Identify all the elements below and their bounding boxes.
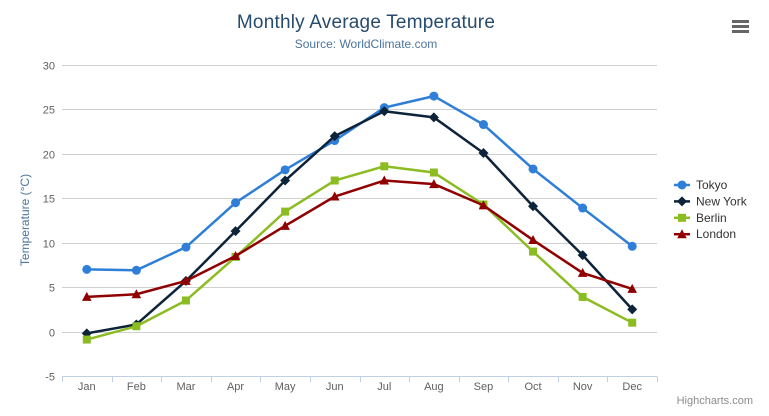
- data-point-marker[interactable]: [181, 242, 191, 252]
- series-layer: [81, 91, 638, 344]
- legend-item-berlin[interactable]: Berlin: [674, 211, 727, 225]
- data-point-marker[interactable]: [428, 112, 439, 123]
- data-point-marker[interactable]: [82, 264, 92, 274]
- data-point-marker[interactable]: [379, 106, 390, 117]
- series-line[interactable]: [85, 179, 634, 299]
- data-point-marker[interactable]: [528, 201, 539, 212]
- hamburger-menu-icon: [732, 20, 749, 33]
- x-axis-label: Jun: [326, 381, 344, 393]
- data-point-marker[interactable]: [627, 304, 638, 315]
- x-axis-label: Nov: [573, 381, 593, 393]
- data-point-marker[interactable]: [478, 120, 488, 130]
- data-point-marker[interactable]: [677, 229, 687, 239]
- credits-link[interactable]: Highcharts.com: [676, 395, 753, 407]
- legend-item-new-york[interactable]: New York: [674, 194, 748, 208]
- series-new-york[interactable]: [81, 106, 638, 339]
- x-axis-label: Jul: [377, 381, 391, 393]
- data-point-marker[interactable]: [131, 265, 141, 275]
- y-axis-label: -5: [45, 372, 55, 384]
- data-point-marker[interactable]: [528, 235, 538, 245]
- data-point-marker[interactable]: [231, 198, 241, 208]
- x-axis-label: Apr: [227, 381, 244, 393]
- data-point-marker[interactable]: [429, 168, 438, 177]
- data-point-marker[interactable]: [82, 335, 91, 344]
- data-point-marker[interactable]: [578, 292, 587, 301]
- data-point-marker[interactable]: [330, 176, 339, 185]
- series-line[interactable]: [85, 109, 634, 335]
- data-point-marker[interactable]: [429, 179, 439, 189]
- x-axis-label: Mar: [176, 381, 195, 393]
- series-london[interactable]: [81, 175, 638, 301]
- x-axis-label: Aug: [424, 381, 444, 393]
- y-axis-title: Temperature (°C): [18, 174, 32, 266]
- chart-subtitle: Source: WorldClimate.com: [294, 37, 438, 51]
- chart-title: Monthly Average Temperature: [236, 12, 496, 33]
- legend: Tokyo New York Berlin London: [674, 178, 748, 241]
- data-point-marker[interactable]: [379, 175, 390, 185]
- data-point-marker[interactable]: [577, 267, 588, 277]
- x-axis-label: Sep: [474, 381, 494, 393]
- data-point-marker[interactable]: [280, 220, 290, 230]
- data-point-marker[interactable]: [280, 175, 291, 186]
- y-axis-label: 15: [43, 194, 55, 206]
- data-point-marker[interactable]: [380, 162, 389, 171]
- series-line[interactable]: [85, 165, 634, 341]
- data-point-marker[interactable]: [478, 200, 489, 210]
- data-point-marker[interactable]: [81, 291, 92, 301]
- series-line[interactable]: [85, 94, 634, 272]
- y-axis-label: 30: [43, 61, 55, 73]
- legend-item-london[interactable]: London: [674, 227, 736, 241]
- x-axis-label: Dec: [622, 381, 642, 393]
- legend-label: New York: [696, 194, 748, 208]
- data-point-marker[interactable]: [429, 91, 439, 101]
- series-tokyo[interactable]: [82, 91, 637, 275]
- axis-labels: 30 25 20 15 10 5 0 -5 Jan Feb Mar Apr May Jun Jul Aug Se…: [43, 61, 643, 394]
- data-point-marker[interactable]: [181, 296, 190, 305]
- x-axis-label: May: [275, 381, 296, 393]
- data-point-marker[interactable]: [280, 165, 290, 175]
- data-point-marker[interactable]: [677, 180, 687, 190]
- data-point-marker[interactable]: [478, 147, 489, 158]
- data-point-marker[interactable]: [329, 191, 340, 201]
- legend-item-tokyo[interactable]: Tokyo: [674, 178, 728, 192]
- x-axis-label: Feb: [127, 381, 146, 393]
- y-axis-label: 20: [43, 150, 55, 162]
- data-point-marker[interactable]: [627, 283, 638, 293]
- data-point-marker[interactable]: [529, 247, 538, 256]
- data-point-marker[interactable]: [628, 318, 637, 327]
- x-axis-label: Oct: [524, 381, 541, 393]
- y-axis-label: 5: [49, 283, 55, 295]
- data-point-marker[interactable]: [577, 250, 588, 261]
- data-point-marker[interactable]: [230, 226, 241, 237]
- data-point-marker[interactable]: [677, 196, 687, 207]
- y-axis-label: 0: [49, 328, 55, 340]
- data-point-marker[interactable]: [132, 322, 141, 331]
- legend-label: Tokyo: [696, 178, 728, 192]
- data-point-marker[interactable]: [578, 203, 588, 213]
- x-axis-label: Jan: [78, 381, 96, 393]
- data-point-marker[interactable]: [230, 251, 241, 261]
- grid-layer: [62, 65, 657, 377]
- data-point-marker[interactable]: [131, 289, 142, 299]
- axis-layer: [62, 376, 658, 382]
- export-menu-button[interactable]: [730, 18, 751, 37]
- data-point-marker[interactable]: [281, 207, 290, 216]
- legend-label: London: [696, 227, 736, 241]
- legend-label: Berlin: [696, 211, 727, 225]
- y-axis-label: 10: [43, 239, 55, 251]
- data-point-marker[interactable]: [181, 275, 191, 285]
- data-point-marker[interactable]: [678, 213, 686, 222]
- y-axis-label: 25: [43, 105, 55, 117]
- data-point-marker[interactable]: [329, 131, 340, 142]
- data-point-marker[interactable]: [528, 164, 538, 174]
- data-point-marker[interactable]: [627, 241, 637, 251]
